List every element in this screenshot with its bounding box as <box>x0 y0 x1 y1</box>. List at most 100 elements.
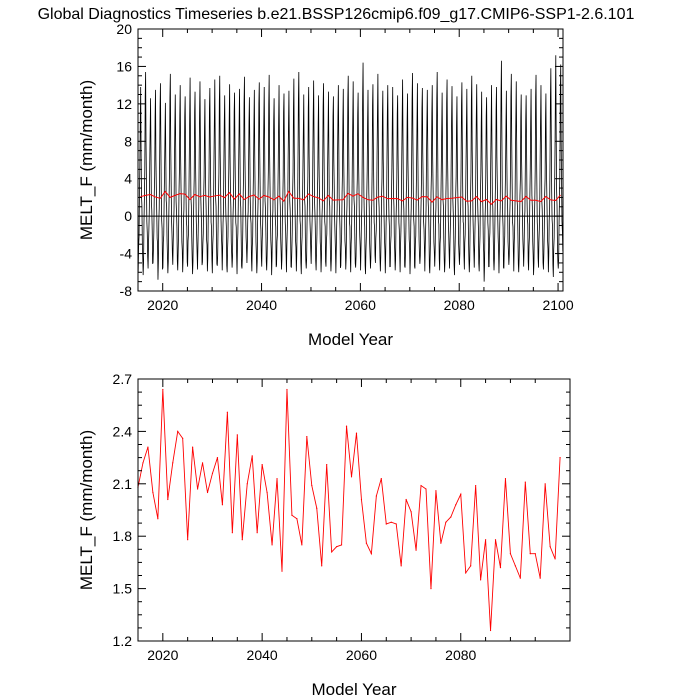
annual-mean-point <box>400 565 402 567</box>
annual-mean-point <box>231 532 233 534</box>
annual-mean-point <box>216 457 219 459</box>
annual-mean-point <box>395 523 397 525</box>
annual-mean-point <box>445 521 447 523</box>
annual-mean-point <box>390 521 392 523</box>
x-tick-label: 2100 <box>542 297 573 313</box>
y-tick-label: 20 <box>116 21 132 37</box>
annual-mean-point <box>470 565 472 567</box>
annual-mean-point <box>331 551 333 553</box>
annual-mean-point <box>291 514 293 516</box>
annual-mean-point <box>206 491 209 494</box>
y-tick-label: 12 <box>116 96 132 112</box>
annual-mean-point <box>365 542 368 544</box>
annual-mean-point <box>350 476 353 478</box>
annual-mean-point <box>221 504 224 506</box>
y-tick-label: 2.7 <box>113 371 133 387</box>
annual-mean-point <box>167 498 169 501</box>
annual-mean-point <box>261 463 263 466</box>
annual-mean-point <box>524 481 526 483</box>
annual-mean-point <box>435 490 437 492</box>
annual-mean-point <box>152 491 154 494</box>
x-tick-label: 2040 <box>247 647 278 663</box>
annual-mean-point <box>177 430 179 432</box>
annual-mean-point <box>271 544 273 546</box>
y-tick-label: 16 <box>116 58 132 74</box>
x-tick-label: 2040 <box>246 297 277 313</box>
annual-mean-point <box>370 553 372 555</box>
y-tick-label: 8 <box>124 133 132 149</box>
y-tick-label: 0 <box>124 208 132 224</box>
panel-2-ticks: 1.2 1.5 1.8 2.1 2.4 2.7 2020 2040 2060 2080 <box>113 371 570 663</box>
annual-mean-point <box>460 493 462 495</box>
annual-mean-point <box>256 532 258 534</box>
y-tick-label: -4 <box>120 246 133 262</box>
annual-mean-point <box>494 539 497 541</box>
annual-mean-point <box>534 553 536 555</box>
annual-mean-point <box>201 462 204 464</box>
annual-mean-point <box>276 477 278 480</box>
annual-mean-point <box>311 484 313 487</box>
annual-mean-point <box>504 477 507 480</box>
annual-mean-point <box>182 437 184 439</box>
x-tick-label: 2020 <box>147 647 178 663</box>
annual-mean-point <box>544 483 546 485</box>
y-tick-label: 1.5 <box>113 581 133 597</box>
x-tick-label: 2020 <box>147 297 178 313</box>
annual-mean-point <box>475 484 477 487</box>
annual-mean-point <box>211 472 214 474</box>
annual-mean-point <box>196 488 199 490</box>
annual-mean-point <box>162 388 164 391</box>
annual-mean-point <box>281 570 283 572</box>
y-tick-label: 1.8 <box>113 528 133 544</box>
y-tick-label: 2.4 <box>113 423 133 439</box>
x-tick-label: 2080 <box>445 647 476 663</box>
annual-mean-point <box>241 539 243 541</box>
annual-mean-point <box>415 549 417 551</box>
annual-mean-point <box>360 498 363 501</box>
annual-mean-point <box>539 577 541 579</box>
panel-2-x-axis-title: Model Year <box>311 680 396 699</box>
annual-mean-line <box>140 190 561 206</box>
y-tick-label: 4 <box>124 171 132 187</box>
annual-mean-point <box>380 477 382 480</box>
annual-mean-point <box>519 577 521 579</box>
panel-2-frame <box>137 378 571 642</box>
annual-mean-point <box>336 546 338 548</box>
y-tick-label: 2.1 <box>113 476 133 492</box>
monthly-melt-line <box>137 55 564 282</box>
annual-mean-point <box>246 483 248 485</box>
annual-mean-point <box>236 434 238 436</box>
annual-mean-point <box>375 495 377 497</box>
x-tick-label: 2080 <box>444 297 475 313</box>
annual-mean-point <box>340 544 343 546</box>
x-tick-label: 2060 <box>346 647 377 663</box>
annual-mean-point <box>514 565 516 567</box>
annual-mean-point <box>410 511 412 513</box>
annual-mean-point <box>286 388 288 391</box>
annual-mean-point <box>157 518 159 520</box>
annual-mean-point <box>296 518 298 520</box>
annual-mean-point <box>345 425 348 427</box>
panel-2-series <box>137 388 561 632</box>
annual-mean-point <box>405 498 407 501</box>
annual-mean-point <box>549 546 551 548</box>
annual-mean-point <box>192 446 194 448</box>
panel-1-y-axis-title: MELT_F (mm/month) <box>77 80 96 240</box>
annual-mean-point <box>430 588 432 590</box>
y-tick-label: -8 <box>120 283 133 299</box>
annual-mean-point <box>420 484 422 487</box>
panel-1-series <box>137 55 564 282</box>
figure-title: Global Diagnostics Timeseries b.e21.BSSP… <box>38 6 635 23</box>
annual-mean-point <box>321 565 323 567</box>
annual-mean-point <box>301 544 303 546</box>
panel-annual-mean: 1.2 1.5 1.8 2.1 2.4 2.7 2020 2040 2060 2080 Model… <box>77 371 571 699</box>
annual-mean-point <box>142 462 144 464</box>
annual-mean-point <box>425 488 427 490</box>
annual-mean-point <box>455 504 457 506</box>
annual-mean-point <box>355 432 358 434</box>
annual-mean-point <box>266 491 268 494</box>
x-tick-label: 2060 <box>345 297 376 313</box>
annual-mean-point <box>499 567 502 569</box>
